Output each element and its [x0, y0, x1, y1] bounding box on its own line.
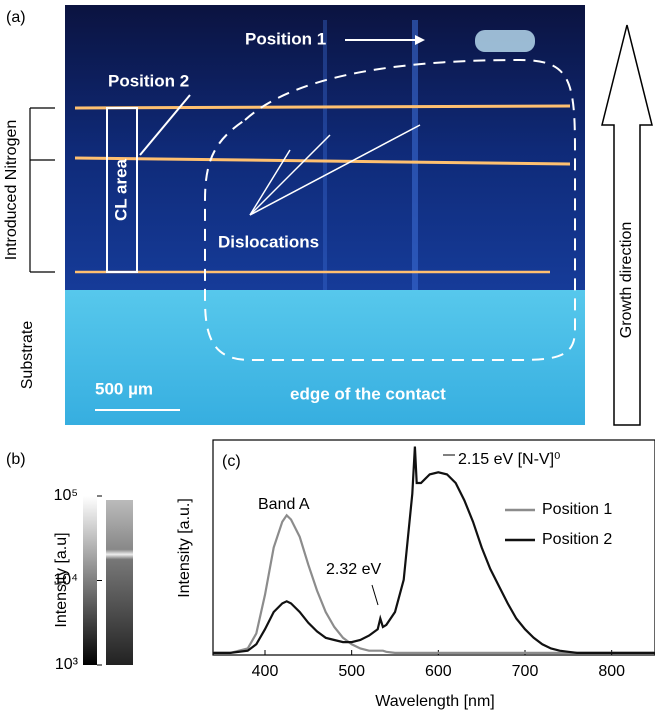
panel-label: (c): [222, 453, 241, 470]
panel-label: (b): [6, 451, 26, 468]
x-tick-label: 800: [598, 663, 625, 680]
pointer: [249, 124, 421, 216]
annotation: 500 µm: [95, 379, 153, 398]
photo: Position 1 Position 2 CL area Dislocatio…: [65, 5, 585, 425]
legend-label: Position 2: [542, 531, 612, 548]
plot-frame: [212, 439, 655, 656]
pointer: [249, 149, 291, 216]
nitrogen-layer: [74, 156, 571, 166]
pointer: [371, 584, 379, 606]
panel-label: (a): [6, 9, 26, 26]
intensity-map: [106, 500, 133, 665]
annotation: Band A: [258, 496, 310, 513]
cl-area-box: [106, 107, 138, 273]
photo-substrate: [65, 290, 585, 425]
x-axis-label: Wavelength [nm]: [375, 693, 494, 710]
axis-label: Intensity [a.u]: [53, 532, 70, 627]
annotation: edge of the contact: [290, 384, 446, 403]
contact-edge: [204, 58, 576, 361]
series-line: [213, 446, 655, 654]
pointer-head: [415, 35, 425, 45]
side-label: Growth direction: [618, 222, 635, 339]
nitrogen-layer: [74, 104, 571, 110]
side-label: Introduced Nitrogen: [3, 120, 20, 261]
annotation: 2.32 eV: [326, 561, 381, 578]
side-label: Substrate: [19, 321, 36, 390]
x-tick-label: 500: [338, 663, 365, 680]
y-tick-label: 10⁴: [53, 572, 78, 589]
glare: [475, 30, 535, 52]
annotation: Position 1: [245, 29, 326, 48]
y-tick-label: 10³: [55, 656, 79, 673]
y-tick-label: 10⁵: [54, 487, 78, 504]
annotation: Dislocations: [218, 232, 319, 251]
annotation: 2.15 eV [N-V]⁰: [458, 451, 560, 468]
pointer: [249, 134, 331, 216]
x-tick-label: 600: [425, 663, 452, 680]
legend-label: Position 1: [542, 501, 612, 518]
growth-arrow: [601, 24, 653, 426]
x-tick-label: 400: [252, 663, 279, 680]
photo-top: [65, 5, 585, 295]
x-tick-label: 700: [512, 663, 539, 680]
y-axis-label: Intensity [a.u.]: [176, 498, 193, 598]
colorbar: [83, 496, 97, 665]
series-line: [213, 513, 655, 654]
annotation: Position 2: [108, 71, 189, 90]
annotation: CL area: [111, 158, 130, 221]
pointer: [139, 94, 191, 156]
